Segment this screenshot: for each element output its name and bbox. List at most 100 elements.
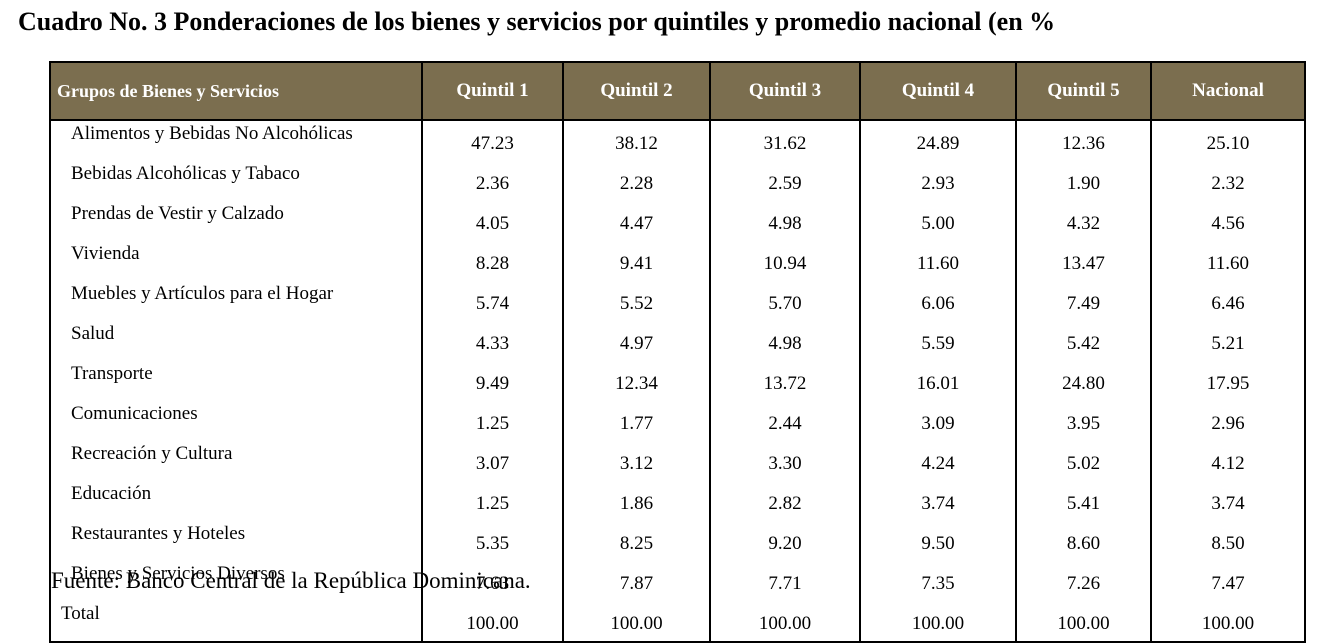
value-quintil-5: 3.95 xyxy=(1015,401,1152,441)
category-label: Educación xyxy=(49,481,423,521)
category-label: Muebles y Artículos para el Hogar xyxy=(49,281,423,321)
table-row: Muebles y Artículos para el Hogar 5.74 5.5… xyxy=(49,281,1306,321)
value-quintil-5: 4.32 xyxy=(1015,201,1152,241)
value-quintil-2: 8.25 xyxy=(562,521,711,561)
value-quintil-4: 5.00 xyxy=(859,201,1017,241)
value-quintil-5: 24.80 xyxy=(1015,361,1152,401)
value-quintil-3: 4.98 xyxy=(709,201,861,241)
value-quintil-1: 1.25 xyxy=(421,401,564,441)
header-row: Grupos de Bienes y Servicios Quintil 1 Q… xyxy=(49,61,1306,121)
value-nacional: 5.21 xyxy=(1150,321,1306,361)
value-quintil-4: 2.93 xyxy=(859,161,1017,201)
table-row: Transporte 9.49 12.34 13.72 16.01 24.80 17.95 xyxy=(49,361,1306,401)
value-quintil-3: 10.94 xyxy=(709,241,861,281)
value-nacional: 4.12 xyxy=(1150,441,1306,481)
table-row: Restaurantes y Hoteles 5.35 8.25 9.20 9.50 8.… xyxy=(49,521,1306,561)
value-quintil-1: 3.07 xyxy=(421,441,564,481)
column-header-groups: Grupos de Bienes y Servicios xyxy=(49,61,423,121)
value-nacional: 2.32 xyxy=(1150,161,1306,201)
value-nacional: 3.74 xyxy=(1150,481,1306,521)
value-quintil-2: 100.00 xyxy=(562,601,711,643)
value-quintil-4: 4.24 xyxy=(859,441,1017,481)
column-header-quintil-1: Quintil 1 xyxy=(421,61,564,121)
value-quintil-4: 6.06 xyxy=(859,281,1017,321)
value-quintil-3: 7.71 xyxy=(709,561,861,601)
value-nacional: 8.50 xyxy=(1150,521,1306,561)
value-nacional: 4.56 xyxy=(1150,201,1306,241)
value-quintil-5: 100.00 xyxy=(1015,601,1152,643)
column-header-quintil-2: Quintil 2 xyxy=(562,61,711,121)
category-label: Salud xyxy=(49,321,423,361)
value-quintil-5: 12.36 xyxy=(1015,120,1152,161)
value-quintil-2: 9.41 xyxy=(562,241,711,281)
table-body: Alimentos y Bebidas No Alcohólicas 47.23 3… xyxy=(49,120,1306,643)
value-quintil-1: 4.05 xyxy=(421,201,564,241)
value-quintil-3: 5.70 xyxy=(709,281,861,321)
value-quintil-2: 2.28 xyxy=(562,161,711,201)
value-quintil-3: 4.98 xyxy=(709,321,861,361)
value-quintil-1: 8.28 xyxy=(421,241,564,281)
value-quintil-4: 3.74 xyxy=(859,481,1017,521)
value-quintil-4: 24.89 xyxy=(859,120,1017,161)
column-header-quintil-5: Quintil 5 xyxy=(1015,61,1152,121)
value-quintil-5: 7.49 xyxy=(1015,281,1152,321)
value-quintil-1: 5.35 xyxy=(421,521,564,561)
category-label: Transporte xyxy=(49,361,423,401)
value-quintil-4: 5.59 xyxy=(859,321,1017,361)
value-quintil-1: 4.33 xyxy=(421,321,564,361)
value-quintil-3: 13.72 xyxy=(709,361,861,401)
value-quintil-5: 7.26 xyxy=(1015,561,1152,601)
value-quintil-4: 16.01 xyxy=(859,361,1017,401)
value-quintil-5: 5.42 xyxy=(1015,321,1152,361)
value-quintil-2: 7.87 xyxy=(562,561,711,601)
value-quintil-1: 2.36 xyxy=(421,161,564,201)
value-quintil-5: 8.60 xyxy=(1015,521,1152,561)
value-quintil-1: 47.23 xyxy=(421,120,564,161)
table-title: Cuadro No. 3 Ponderaciones de los bienes… xyxy=(18,7,1056,36)
value-nacional: 2.96 xyxy=(1150,401,1306,441)
value-nacional: 6.46 xyxy=(1150,281,1306,321)
table-row: Educación 1.25 1.86 2.82 3.74 5.41 3.74 xyxy=(49,481,1306,521)
value-quintil-5: 5.02 xyxy=(1015,441,1152,481)
column-header-nacional: Nacional xyxy=(1150,61,1306,121)
value-quintil-2: 1.86 xyxy=(562,481,711,521)
weights-table: Grupos de Bienes y Servicios Quintil 1 Q… xyxy=(49,61,1306,643)
value-quintil-2: 1.77 xyxy=(562,401,711,441)
value-quintil-2: 4.47 xyxy=(562,201,711,241)
value-quintil-2: 38.12 xyxy=(562,120,711,161)
column-header-quintil-3: Quintil 3 xyxy=(709,61,861,121)
value-quintil-3: 9.20 xyxy=(709,521,861,561)
category-label: Recreación y Cultura xyxy=(49,441,423,481)
category-label: Bebidas Alcohólicas y Tabaco xyxy=(49,161,423,201)
total-row: Total 100.00 100.00 100.00 100.00 100.00 100.0… xyxy=(49,601,1306,643)
category-label: Comunicaciones xyxy=(49,401,423,441)
value-quintil-3: 2.59 xyxy=(709,161,861,201)
table-row: Salud 4.33 4.97 4.98 5.59 5.42 5.21 xyxy=(49,321,1306,361)
table-row: Comunicaciones 1.25 1.77 2.44 3.09 3.95 2.96 xyxy=(49,401,1306,441)
value-nacional: 25.10 xyxy=(1150,120,1306,161)
value-quintil-5: 5.41 xyxy=(1015,481,1152,521)
value-quintil-1: 100.00 xyxy=(421,601,564,643)
value-quintil-5: 13.47 xyxy=(1015,241,1152,281)
category-label: Prendas de Vestir y Calzado xyxy=(49,201,423,241)
table-row: Bienes y Servicios Diversos 7.63 7.87 7.71 7… xyxy=(49,561,1306,601)
value-quintil-2: 5.52 xyxy=(562,281,711,321)
value-quintil-3: 2.82 xyxy=(709,481,861,521)
value-quintil-4: 9.50 xyxy=(859,521,1017,561)
value-quintil-4: 7.35 xyxy=(859,561,1017,601)
category-label: Restaurantes y Hoteles xyxy=(49,521,423,561)
value-nacional: 7.47 xyxy=(1150,561,1306,601)
category-label: Total xyxy=(49,601,423,643)
value-quintil-5: 1.90 xyxy=(1015,161,1152,201)
value-quintil-2: 3.12 xyxy=(562,441,711,481)
value-quintil-4: 11.60 xyxy=(859,241,1017,281)
table-row: Vivienda 8.28 9.41 10.94 11.60 13.47 11.60 xyxy=(49,241,1306,281)
value-quintil-3: 3.30 xyxy=(709,441,861,481)
value-quintil-1: 1.25 xyxy=(421,481,564,521)
category-label: Bienes y Servicios Diversos xyxy=(49,561,423,601)
table-row: Alimentos y Bebidas No Alcohólicas 47.23 3… xyxy=(49,120,1306,161)
value-quintil-4: 3.09 xyxy=(859,401,1017,441)
table-row: Bebidas Alcohólicas y Tabaco 2.36 2.28 2.59… xyxy=(49,161,1306,201)
value-quintil-3: 2.44 xyxy=(709,401,861,441)
value-quintil-4: 100.00 xyxy=(859,601,1017,643)
